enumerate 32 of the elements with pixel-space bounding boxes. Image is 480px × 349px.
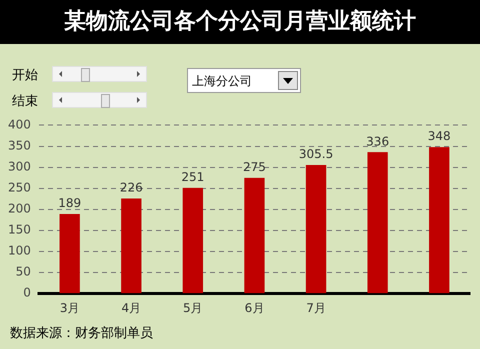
bar xyxy=(182,188,204,294)
y-tick-label: 0 xyxy=(23,286,31,300)
y-tick-label: 150 xyxy=(8,222,31,237)
chart-title: 某物流公司各个分公司月营业额统计 xyxy=(0,0,480,44)
x-tick-label: 5月 xyxy=(183,300,203,315)
bar xyxy=(429,147,450,294)
data-label: 305.5 xyxy=(298,147,334,162)
x-tick-label: 6月 xyxy=(244,300,264,315)
y-tick-label: 200 xyxy=(8,202,31,216)
y-tick-label: 350 xyxy=(8,138,31,152)
y-tick-label: 400 xyxy=(8,117,31,132)
y-tick-label: 250 xyxy=(8,180,31,194)
data-label: 189 xyxy=(58,196,82,210)
bar xyxy=(121,198,142,294)
data-label: 336 xyxy=(366,134,390,148)
text: 开始 xyxy=(12,67,38,84)
y-tick-label: 100 xyxy=(8,244,31,258)
x-tick-label: 3月 xyxy=(60,300,80,315)
data-label: 251 xyxy=(181,170,204,184)
data-label: 348 xyxy=(428,129,451,144)
data-label: 275 xyxy=(243,160,266,174)
dropdown: 上海分公司 xyxy=(187,68,301,93)
bar xyxy=(244,178,265,294)
x-tick-label: 4月 xyxy=(121,300,142,315)
y-tick-label: 50 xyxy=(16,264,31,279)
text: 结束 xyxy=(12,93,38,110)
x-tick-label: 7月 xyxy=(306,300,326,315)
source-note: 数据来源：财务部制单员 xyxy=(10,325,153,342)
y-tick-label: 300 xyxy=(8,159,31,174)
bar xyxy=(60,214,80,294)
bar xyxy=(306,164,326,294)
bar xyxy=(367,152,388,294)
